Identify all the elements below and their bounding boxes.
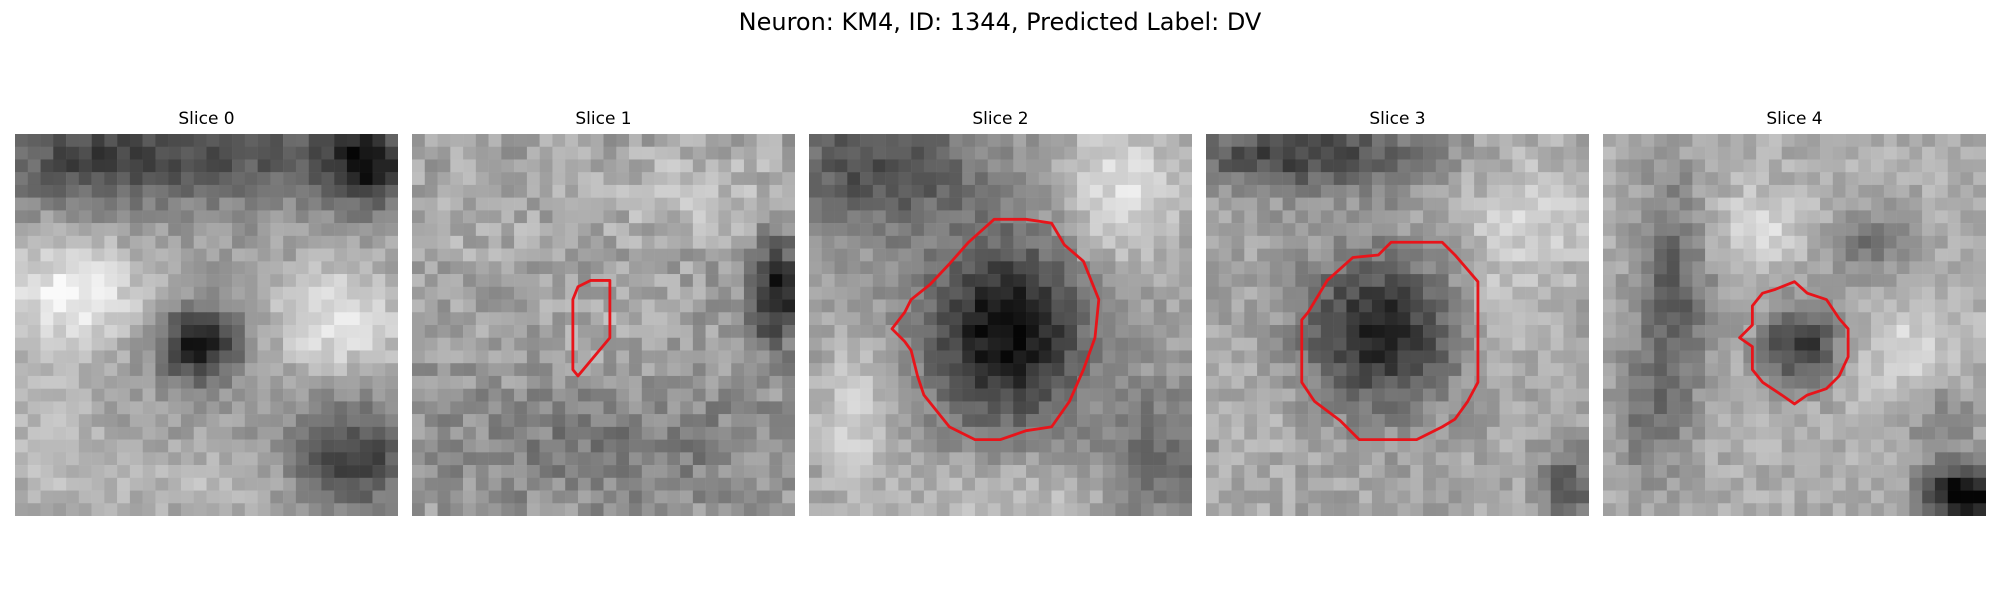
slice-image-1 — [412, 134, 795, 516]
slice-panel-4: Slice 4 — [1603, 108, 1986, 516]
segmentation-contour-2 — [890, 217, 1101, 442]
slice-panel-2: Slice 2 — [809, 108, 1192, 516]
slice-image-3 — [1206, 134, 1589, 516]
slice-panel-1: Slice 1 — [412, 108, 795, 516]
slice-image-2 — [809, 134, 1192, 516]
segmentation-contour-3 — [1300, 240, 1480, 442]
slice-panel-0: Slice 0 — [15, 108, 398, 516]
slice-panel-3: Slice 3 — [1206, 108, 1589, 516]
slice-title-1: Slice 1 — [575, 109, 632, 129]
segmentation-contour-1 — [571, 279, 612, 378]
slice-title-2: Slice 2 — [972, 109, 1029, 129]
slice-title-3: Slice 3 — [1369, 109, 1426, 129]
slice-title-0: Slice 0 — [178, 109, 235, 129]
slice-title-4: Slice 4 — [1766, 109, 1823, 129]
slice-image-0 — [15, 134, 398, 516]
slice-image-4 — [1603, 134, 1986, 516]
figure-title: Neuron: KM4, ID: 1344, Predicted Label: … — [738, 8, 1262, 36]
segmentation-contour-4 — [1738, 280, 1850, 406]
